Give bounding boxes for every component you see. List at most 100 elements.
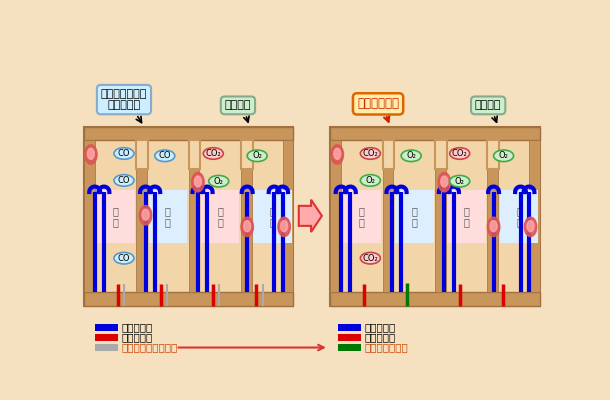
Text: CO: CO bbox=[159, 151, 171, 160]
Text: 吸
気: 吸 気 bbox=[270, 206, 276, 228]
Text: 吸
気: 吸 気 bbox=[516, 206, 522, 228]
Text: 燃料ライン: 燃料ライン bbox=[121, 332, 153, 342]
Bar bbox=[241, 140, 253, 169]
Bar bbox=[253, 190, 292, 243]
Text: O₂: O₂ bbox=[365, 176, 375, 185]
Polygon shape bbox=[441, 176, 448, 187]
Polygon shape bbox=[192, 172, 204, 192]
Text: CO₂: CO₂ bbox=[206, 149, 221, 158]
Ellipse shape bbox=[493, 150, 514, 162]
Text: 排
気: 排 気 bbox=[359, 206, 365, 228]
Text: 燃焼適正化！: 燃焼適正化！ bbox=[357, 97, 399, 110]
Bar bbox=[149, 190, 187, 243]
Bar bbox=[84, 127, 293, 306]
Ellipse shape bbox=[155, 150, 175, 162]
Text: 非定常時燃料ライン: 非定常時燃料ライン bbox=[121, 342, 178, 352]
Polygon shape bbox=[85, 145, 97, 164]
Ellipse shape bbox=[450, 176, 470, 187]
Polygon shape bbox=[487, 217, 500, 236]
Text: O₂: O₂ bbox=[214, 177, 224, 186]
Text: CO₂: CO₂ bbox=[362, 254, 378, 263]
Bar bbox=[395, 190, 434, 243]
FancyArrow shape bbox=[299, 200, 322, 232]
Ellipse shape bbox=[247, 150, 267, 162]
Ellipse shape bbox=[114, 148, 134, 159]
Bar bbox=[331, 127, 540, 140]
Polygon shape bbox=[244, 221, 251, 232]
Ellipse shape bbox=[114, 175, 134, 186]
Text: 補助空気ライン: 補助空気ライン bbox=[365, 342, 409, 352]
Bar bbox=[95, 324, 118, 330]
Polygon shape bbox=[334, 148, 341, 159]
Bar bbox=[136, 140, 147, 292]
Ellipse shape bbox=[361, 148, 381, 159]
Polygon shape bbox=[241, 217, 253, 236]
Bar bbox=[84, 140, 95, 292]
Bar bbox=[435, 140, 446, 292]
Bar bbox=[282, 140, 293, 292]
Bar bbox=[188, 140, 200, 169]
Bar bbox=[188, 140, 199, 292]
Polygon shape bbox=[438, 172, 451, 192]
Bar bbox=[338, 344, 361, 351]
Polygon shape bbox=[139, 206, 152, 225]
Text: 空気ライン: 空気ライン bbox=[365, 322, 396, 332]
Text: 排
気: 排 気 bbox=[217, 206, 223, 228]
Bar bbox=[343, 190, 381, 243]
Bar bbox=[338, 334, 361, 341]
Text: 吸
気: 吸 気 bbox=[165, 206, 171, 228]
Ellipse shape bbox=[114, 252, 134, 264]
Bar bbox=[84, 292, 293, 306]
Bar bbox=[487, 140, 499, 169]
Text: 吸
気: 吸 気 bbox=[411, 206, 417, 228]
Bar bbox=[95, 344, 118, 351]
Text: 燃料ライン: 燃料ライン bbox=[365, 332, 396, 342]
Bar bbox=[529, 140, 540, 292]
Bar bbox=[331, 140, 341, 292]
Bar bbox=[95, 334, 118, 341]
Polygon shape bbox=[87, 148, 95, 159]
Ellipse shape bbox=[401, 150, 421, 162]
Bar bbox=[382, 140, 393, 292]
Bar bbox=[487, 140, 498, 292]
Bar bbox=[96, 190, 135, 243]
Ellipse shape bbox=[203, 148, 223, 159]
Text: O₂: O₂ bbox=[406, 151, 416, 160]
Text: CO: CO bbox=[118, 149, 130, 158]
Bar bbox=[331, 292, 540, 306]
Text: 排
気: 排 気 bbox=[113, 206, 118, 228]
Bar bbox=[447, 190, 486, 243]
Text: CO: CO bbox=[118, 254, 130, 263]
Bar bbox=[84, 127, 293, 140]
Polygon shape bbox=[142, 209, 149, 220]
Bar bbox=[331, 127, 540, 306]
Polygon shape bbox=[195, 176, 201, 187]
Bar bbox=[241, 140, 252, 292]
Polygon shape bbox=[278, 217, 290, 236]
Polygon shape bbox=[527, 221, 534, 232]
Polygon shape bbox=[281, 221, 287, 232]
Polygon shape bbox=[331, 145, 343, 164]
Text: CO: CO bbox=[118, 176, 130, 185]
Polygon shape bbox=[525, 217, 537, 236]
Text: 空気不足による
不完全燃焼: 空気不足による 不完全燃焼 bbox=[101, 89, 147, 110]
Bar bbox=[338, 324, 361, 330]
Text: 排
気: 排 気 bbox=[464, 206, 470, 228]
Bar bbox=[435, 140, 447, 169]
Text: O₂: O₂ bbox=[498, 151, 509, 160]
Text: 適正燃焼: 適正燃焼 bbox=[475, 100, 501, 110]
Text: O₂: O₂ bbox=[253, 151, 262, 160]
Ellipse shape bbox=[209, 176, 229, 187]
Text: O₂: O₂ bbox=[455, 177, 465, 186]
Ellipse shape bbox=[361, 175, 381, 186]
Bar bbox=[500, 190, 538, 243]
Text: CO₂: CO₂ bbox=[452, 149, 468, 158]
Ellipse shape bbox=[450, 148, 470, 159]
Bar bbox=[382, 140, 394, 169]
Polygon shape bbox=[490, 221, 497, 232]
Bar bbox=[136, 140, 148, 169]
Text: CO₂: CO₂ bbox=[362, 149, 378, 158]
Text: 適正燃焼: 適正燃焼 bbox=[224, 100, 251, 110]
Text: 空気ライン: 空気ライン bbox=[121, 322, 153, 332]
Ellipse shape bbox=[361, 252, 381, 264]
